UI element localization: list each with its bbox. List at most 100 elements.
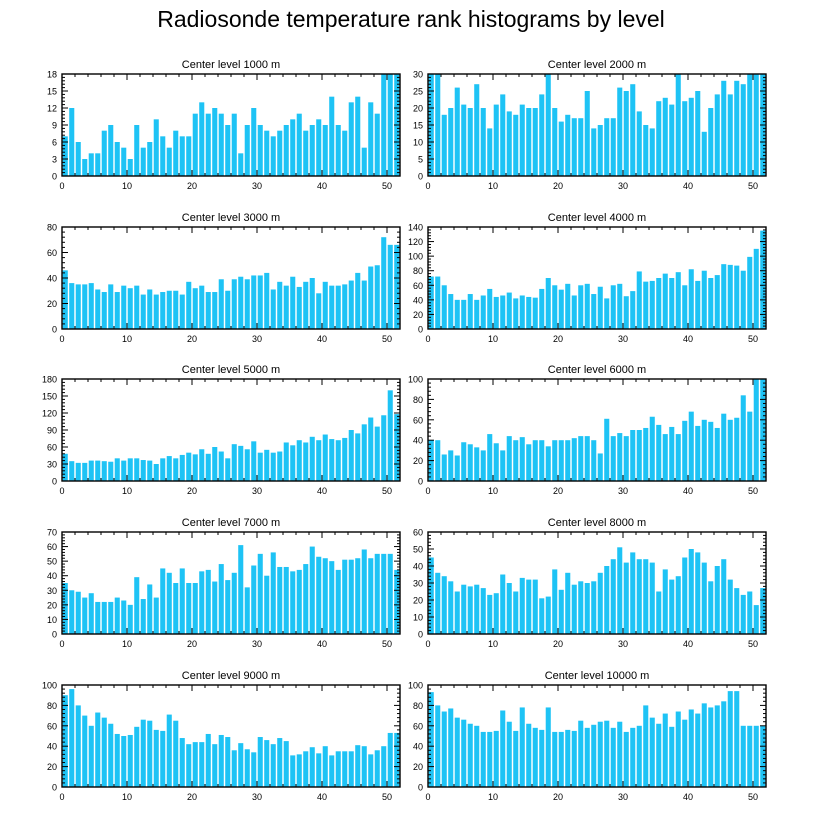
bar [101, 130, 107, 176]
x-tick-label: 10 [122, 486, 132, 496]
bar [134, 458, 140, 481]
bar [506, 436, 512, 481]
bar [747, 256, 753, 329]
bar [656, 101, 662, 176]
bar [82, 284, 88, 330]
x-tick-label: 40 [317, 486, 327, 496]
bar [604, 566, 610, 634]
bar [721, 264, 727, 329]
bar [88, 593, 94, 634]
bar [617, 721, 623, 787]
bar [290, 755, 296, 787]
y-tick-label: 12 [47, 104, 57, 114]
bar [662, 97, 668, 176]
y-tick-label: 40 [47, 274, 57, 284]
bar [173, 290, 179, 329]
bar [701, 562, 707, 634]
bar [153, 464, 159, 481]
bar [662, 569, 668, 634]
bar [212, 108, 218, 176]
bar [186, 744, 192, 787]
bar [682, 420, 688, 481]
bar [160, 292, 166, 329]
bar [270, 552, 276, 634]
bar [95, 153, 101, 176]
x-tick-label: 30 [252, 639, 262, 649]
y-tick-label: 0 [52, 630, 57, 640]
bar [643, 559, 649, 634]
x-tick-label: 10 [488, 181, 498, 191]
x-tick-label: 40 [683, 181, 693, 191]
bar [173, 458, 179, 481]
bar [617, 547, 623, 634]
bar [82, 462, 88, 481]
x-tick-label: 50 [382, 486, 392, 496]
bar [513, 298, 519, 329]
bar [506, 111, 512, 176]
y-tick-label: 50 [413, 545, 423, 555]
bar [394, 569, 400, 634]
x-tick-label: 0 [425, 639, 430, 649]
x-tick-label: 50 [382, 639, 392, 649]
bar [192, 583, 198, 634]
bar [108, 461, 114, 481]
bar [381, 74, 387, 176]
bar [251, 275, 257, 329]
bar [88, 725, 94, 787]
bar [467, 723, 473, 787]
bar [303, 281, 309, 329]
y-tick-label: 10 [47, 615, 57, 625]
x-tick-label: 10 [488, 334, 498, 344]
bar [727, 691, 733, 787]
bar [290, 571, 296, 634]
bar [108, 723, 114, 787]
bar [435, 572, 441, 634]
bar [740, 84, 746, 176]
bar [597, 286, 603, 329]
bar [714, 705, 720, 787]
x-tick-label: 50 [382, 181, 392, 191]
y-tick-label: 20 [47, 600, 57, 610]
bar [251, 441, 257, 481]
bar [552, 569, 558, 634]
bar [205, 733, 211, 787]
bar [760, 588, 766, 634]
bar [669, 726, 675, 787]
bar [270, 452, 276, 481]
y-tick-label: 80 [413, 266, 423, 276]
bar [257, 125, 263, 176]
bar [552, 108, 558, 176]
y-tick-label: 15 [47, 87, 57, 97]
bar [675, 711, 681, 787]
bar [597, 453, 603, 481]
bar [474, 299, 480, 329]
bar [467, 108, 473, 176]
bar [342, 284, 348, 330]
y-tick-label: 40 [413, 562, 423, 572]
bar [342, 437, 348, 481]
bar [727, 94, 733, 176]
x-tick-label: 30 [252, 486, 262, 496]
bar [428, 692, 434, 787]
bar [82, 715, 88, 787]
bar [571, 438, 577, 481]
bar [192, 113, 198, 176]
x-tick-label: 20 [187, 792, 197, 802]
bar [448, 708, 454, 787]
bar [682, 101, 688, 176]
bar [545, 74, 551, 176]
bar [519, 707, 525, 787]
bar [669, 278, 675, 329]
bar [662, 713, 668, 787]
bar [454, 299, 460, 329]
y-tick-label: 18 [47, 70, 57, 80]
y-tick-label: 60 [413, 415, 423, 425]
bar [296, 440, 302, 481]
bar [513, 730, 519, 787]
bar [355, 272, 361, 329]
bar [329, 561, 335, 634]
bar [88, 283, 94, 329]
x-tick-label: 10 [122, 792, 132, 802]
bar [277, 566, 283, 634]
bar [714, 275, 720, 329]
